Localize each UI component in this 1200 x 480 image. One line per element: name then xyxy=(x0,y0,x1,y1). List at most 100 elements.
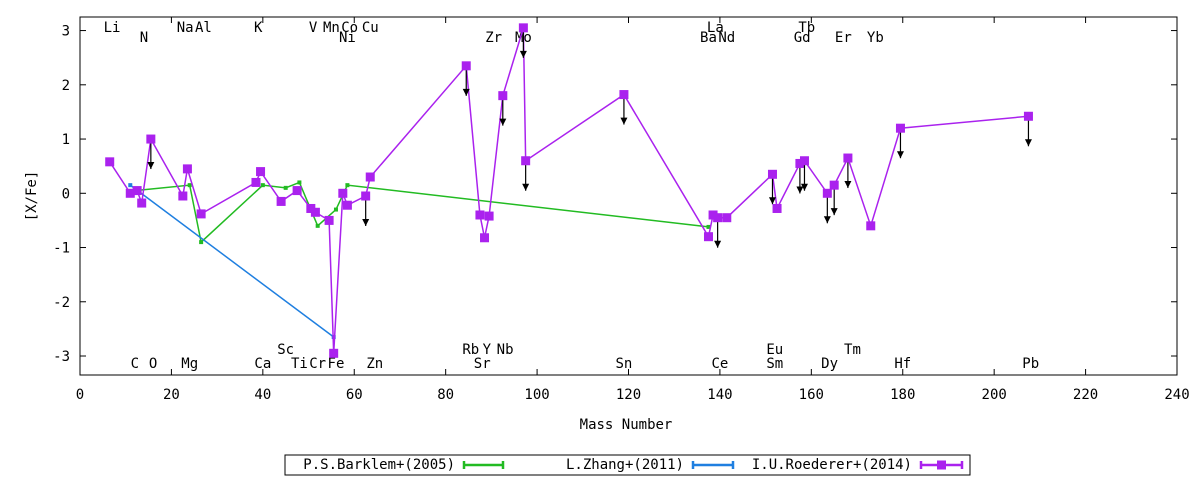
series-line xyxy=(134,181,709,244)
element-label: Dy xyxy=(821,356,838,372)
element-label: Mg xyxy=(181,356,198,372)
data-point xyxy=(187,183,192,188)
data-series xyxy=(105,23,1033,358)
upper-limit-arrowhead xyxy=(844,181,852,189)
element-label: Yb xyxy=(867,30,884,46)
element-label: Sr xyxy=(474,356,491,372)
data-point xyxy=(260,183,265,188)
data-point xyxy=(128,183,133,188)
data-point xyxy=(795,158,805,168)
element-label: Eu xyxy=(766,342,783,358)
upper-limit-arrowhead xyxy=(768,197,776,205)
data-point xyxy=(480,233,490,243)
data-point xyxy=(799,156,809,166)
data-point xyxy=(125,188,135,198)
data-point xyxy=(324,215,334,225)
data-point xyxy=(706,224,711,229)
data-point xyxy=(306,203,316,213)
x-tick-label: 220 xyxy=(1073,387,1098,403)
x-tick-label: 0 xyxy=(76,387,84,403)
upper-limit-arrowhead xyxy=(522,183,530,191)
data-point xyxy=(895,123,905,133)
upper-limit-arrowhead xyxy=(462,88,470,96)
data-point xyxy=(132,186,142,196)
series-1 xyxy=(128,183,336,340)
x-tick-label: 240 xyxy=(1164,387,1189,403)
x-tick-label: 200 xyxy=(982,387,1007,403)
upper-limit-arrowhead xyxy=(800,183,808,191)
element-label: Ce xyxy=(711,356,728,372)
data-point xyxy=(365,172,375,182)
data-point xyxy=(345,183,350,188)
upper-limit-arrowhead xyxy=(147,162,155,170)
upper-limit-arrowhead xyxy=(896,151,904,159)
element-label: Li xyxy=(104,20,121,36)
x-tick-label: 100 xyxy=(524,387,549,403)
element-label: Ni xyxy=(339,30,356,46)
element-label: Tm xyxy=(844,342,861,358)
data-point xyxy=(251,177,261,187)
data-point xyxy=(521,156,531,166)
legend-box xyxy=(284,454,971,476)
data-point xyxy=(619,90,629,100)
x-axis-label: Mass Number xyxy=(580,417,673,433)
element-label: V xyxy=(309,20,318,36)
y-tick-label: 1 xyxy=(62,132,70,148)
x-tick-label: 140 xyxy=(707,387,732,403)
data-point xyxy=(843,153,853,163)
data-point xyxy=(338,188,348,198)
legend-label: P.S.Barklem+(2005) xyxy=(303,457,455,473)
data-point xyxy=(484,211,494,221)
data-point xyxy=(105,157,115,167)
element-label: Ba xyxy=(700,30,717,46)
data-point xyxy=(461,61,471,71)
upper-limit-arrowhead xyxy=(499,118,507,126)
upper-limit-arrowhead xyxy=(362,219,370,226)
y-tick-label: -3 xyxy=(53,349,70,365)
x-tick-label: 40 xyxy=(254,387,271,403)
element-label: Nb xyxy=(497,342,514,358)
element-label: Sn xyxy=(615,356,632,372)
legend-label: L.Zhang+(2011) xyxy=(566,457,684,473)
data-point xyxy=(772,203,782,213)
upper-limit-arrowhead xyxy=(796,186,804,194)
x-tick-label: 160 xyxy=(799,387,824,403)
legend-marker xyxy=(937,460,946,470)
element-label: Er xyxy=(835,30,852,46)
data-point xyxy=(475,210,485,220)
y-tick-label: 2 xyxy=(62,78,70,94)
data-point xyxy=(713,213,723,223)
element-label: La xyxy=(707,20,724,36)
upper-limit-arrowhead xyxy=(519,50,527,58)
data-point xyxy=(767,169,777,179)
data-point xyxy=(292,186,302,196)
element-label: Sm xyxy=(766,356,783,372)
series-line xyxy=(129,184,335,338)
data-point xyxy=(722,213,732,223)
data-point xyxy=(256,167,266,177)
element-label: Cr xyxy=(309,356,326,372)
element-label: N xyxy=(140,30,148,46)
element-label: Gd xyxy=(794,30,811,46)
upper-limit-arrowhead xyxy=(620,117,628,125)
data-point xyxy=(315,223,320,228)
element-label: Sc xyxy=(277,342,294,358)
data-point xyxy=(829,180,839,190)
x-tick-label: 180 xyxy=(890,387,915,403)
legend: P.S.Barklem+(2005) L.Zhang+(2011) I.U.Roed… xyxy=(284,454,971,476)
element-label: Tb xyxy=(798,20,815,36)
series-line xyxy=(109,27,1029,354)
data-point xyxy=(178,191,188,201)
series-2 xyxy=(105,23,1033,358)
element-label: Al xyxy=(195,20,212,36)
data-point xyxy=(276,196,286,206)
x-tick-label: 120 xyxy=(616,387,641,403)
data-point xyxy=(866,221,876,231)
axis-ticks: 0 20 40 60 80 100 120 140 160 180 200 220 240 -3 -2 -1 0… xyxy=(53,17,1190,403)
element-label: Ti xyxy=(291,356,308,372)
element-label: Cu xyxy=(362,20,379,36)
data-point xyxy=(297,180,302,185)
element-label: Zr xyxy=(485,30,502,46)
